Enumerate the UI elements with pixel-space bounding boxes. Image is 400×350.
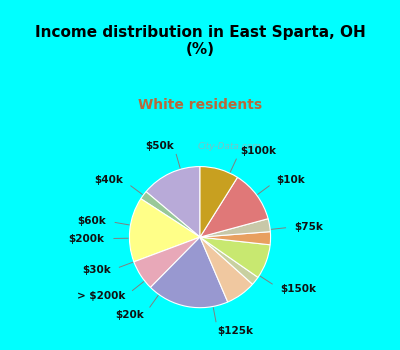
- Text: $40k: $40k: [94, 175, 124, 186]
- Text: City-Data.com: City-Data.com: [198, 142, 262, 151]
- Wedge shape: [200, 219, 270, 237]
- Text: $150k: $150k: [280, 284, 316, 294]
- Wedge shape: [200, 237, 270, 277]
- Text: $20k: $20k: [116, 309, 144, 320]
- Text: $100k: $100k: [240, 146, 276, 156]
- Text: $200k: $200k: [69, 233, 105, 244]
- Wedge shape: [200, 237, 252, 302]
- Text: $75k: $75k: [295, 222, 324, 232]
- Wedge shape: [150, 237, 228, 308]
- Wedge shape: [200, 232, 270, 245]
- Wedge shape: [200, 167, 238, 237]
- Wedge shape: [141, 192, 200, 237]
- Text: $125k: $125k: [218, 326, 254, 336]
- Text: > $200k: > $200k: [77, 291, 125, 301]
- Wedge shape: [200, 237, 258, 284]
- Wedge shape: [200, 177, 268, 237]
- Wedge shape: [146, 167, 200, 237]
- Text: $10k: $10k: [276, 175, 305, 186]
- Text: $30k: $30k: [82, 266, 111, 275]
- Wedge shape: [134, 237, 200, 287]
- Text: $50k: $50k: [145, 141, 174, 150]
- Wedge shape: [130, 199, 200, 262]
- Text: $60k: $60k: [77, 216, 106, 226]
- Text: Income distribution in East Sparta, OH
(%): Income distribution in East Sparta, OH (…: [35, 25, 365, 57]
- Text: White residents: White residents: [138, 98, 262, 112]
